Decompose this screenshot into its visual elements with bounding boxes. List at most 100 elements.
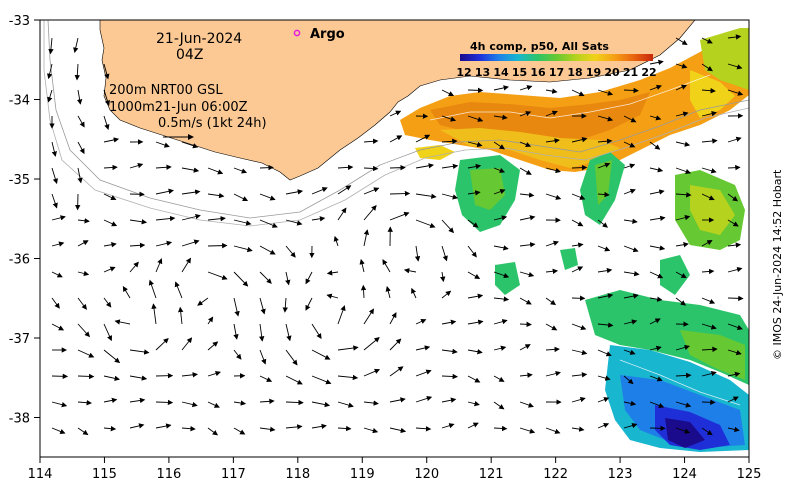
current-vector — [701, 138, 718, 144]
current-vector — [701, 63, 713, 72]
current-vector — [285, 375, 303, 385]
current-vector — [493, 271, 510, 279]
current-vector — [77, 349, 95, 358]
current-vector — [285, 271, 291, 286]
current-vector — [103, 397, 118, 404]
current-vector — [649, 84, 662, 91]
current-vector — [103, 115, 110, 130]
current-vector — [363, 400, 379, 406]
current-vector — [311, 423, 327, 430]
current-vector — [571, 164, 588, 171]
current-vector — [701, 268, 715, 275]
current-vector — [363, 427, 379, 434]
current-vector — [311, 216, 326, 222]
colorbar-tick-label: 21 — [623, 66, 638, 79]
current-vector — [467, 375, 481, 383]
current-vector — [597, 293, 614, 299]
current-vector — [233, 167, 248, 174]
current-vector — [571, 193, 586, 200]
y-tick-label: -33 — [9, 14, 30, 29]
current-vector — [467, 219, 479, 228]
current-vector — [148, 279, 157, 299]
x-tick-label: 122 — [543, 467, 568, 482]
x-tick-label: 117 — [221, 467, 246, 482]
credit-text: © IMOS 24-Jun-2024 14:52 Hobart — [771, 169, 784, 360]
current-vector — [403, 268, 417, 274]
current-vector — [493, 319, 508, 325]
current-vector — [467, 319, 484, 325]
current-vector — [181, 426, 196, 432]
current-vector — [701, 427, 713, 436]
current-vector — [197, 297, 209, 306]
current-vector — [415, 134, 431, 143]
current-vector — [155, 188, 174, 195]
current-vector — [571, 242, 584, 248]
current-vector — [701, 167, 717, 174]
current-vector — [77, 167, 83, 184]
current-vector — [305, 271, 313, 285]
current-vector — [103, 193, 117, 201]
current-vector — [597, 245, 611, 252]
current-vector — [389, 164, 406, 171]
current-vector — [282, 297, 288, 313]
current-vector — [129, 219, 148, 225]
current-vector — [649, 167, 664, 173]
current-vector — [675, 427, 691, 434]
current-vector — [467, 271, 481, 279]
current-vector — [103, 349, 121, 364]
current-vector — [467, 115, 484, 122]
y-tick-label: -37 — [9, 332, 30, 347]
current-vector — [440, 271, 446, 283]
current-vector — [701, 297, 716, 304]
current-vector — [727, 426, 740, 433]
current-vector — [74, 63, 80, 81]
current-vector — [571, 396, 586, 403]
current-vector — [155, 215, 176, 222]
current-vector — [649, 375, 663, 382]
current-vector — [51, 427, 66, 434]
current-vector — [441, 373, 458, 380]
x-tick-label: 119 — [350, 467, 375, 482]
current-vector — [623, 293, 639, 299]
current-vector — [77, 218, 90, 224]
current-vector — [389, 135, 403, 143]
current-vector — [259, 349, 267, 365]
current-vector — [519, 111, 532, 117]
current-vector — [155, 423, 172, 429]
current-vector — [519, 141, 532, 148]
x-tick-label: 125 — [737, 467, 762, 482]
current-vector — [701, 240, 713, 247]
plot-frame — [39, 19, 750, 458]
current-vector — [77, 323, 91, 338]
current-vector — [389, 427, 407, 434]
current-vector — [155, 240, 173, 247]
current-vector — [623, 188, 636, 195]
current-vector — [727, 164, 741, 171]
current-vector — [51, 193, 58, 209]
current-vector — [441, 319, 457, 325]
current-vector — [597, 322, 614, 328]
current-vector — [493, 401, 505, 410]
current-vector — [77, 240, 89, 247]
current-vector — [51, 215, 66, 221]
current-vector — [415, 345, 431, 351]
current-vector — [675, 37, 688, 45]
x-tick-label: 115 — [92, 467, 117, 482]
current-vector — [415, 426, 432, 432]
current-vector — [441, 245, 448, 262]
current-vector — [363, 138, 379, 144]
isobath-1000m — [43, 20, 749, 227]
current-vector — [360, 284, 367, 299]
x-tick-label: 118 — [285, 467, 310, 482]
current-vector — [571, 349, 588, 356]
current-vector — [259, 398, 275, 405]
current-vector — [623, 115, 637, 123]
current-vector — [675, 271, 687, 279]
current-vector — [701, 346, 718, 353]
current-vector — [129, 397, 146, 404]
current-vector — [73, 37, 79, 53]
current-vector — [103, 89, 111, 106]
current-vector — [571, 219, 584, 227]
colorbar-tick-label: 20 — [604, 66, 620, 79]
